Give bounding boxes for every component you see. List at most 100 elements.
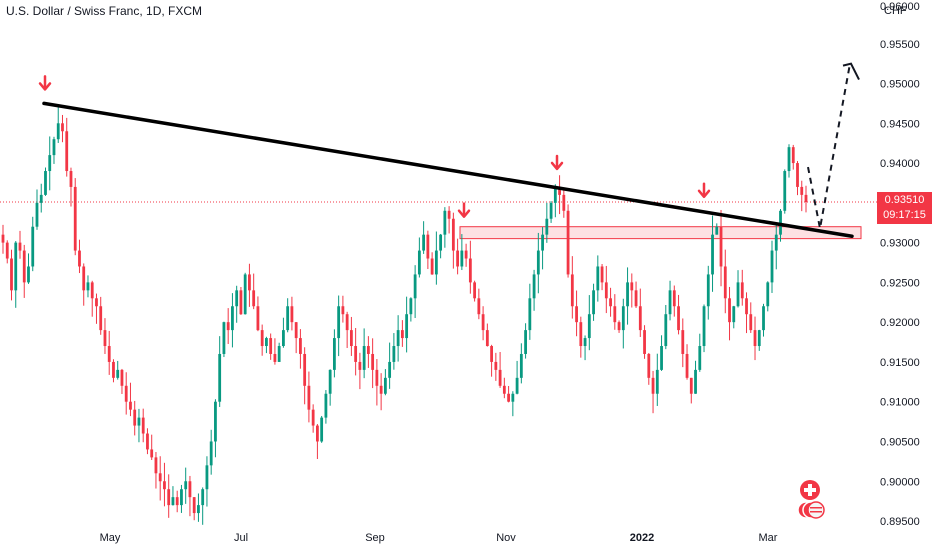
candle xyxy=(290,296,294,331)
last-price-value: 0.93510 xyxy=(884,194,925,206)
candle xyxy=(214,399,217,458)
candle xyxy=(473,280,477,302)
candle-body xyxy=(222,322,226,354)
time-axis[interactable]: May Jul Sep Nov 2022 Mar xyxy=(100,532,778,544)
price-axis[interactable]: 0.95500 0.95000 0.94500 0.94000 0.93000 0.925… xyxy=(880,1,920,528)
candle-body xyxy=(800,186,804,195)
candle-body xyxy=(600,266,604,283)
candle-body xyxy=(61,123,64,132)
candle xyxy=(562,189,566,218)
symbol-title[interactable]: U.S. Dollar / Swiss Franc, 1D, FXCM xyxy=(6,4,203,18)
candle-body xyxy=(39,194,43,203)
candle-body xyxy=(689,377,693,394)
candle xyxy=(328,369,332,406)
candle xyxy=(65,117,69,177)
candle xyxy=(14,241,18,308)
candle xyxy=(400,320,404,347)
swiss-flag-icon[interactable] xyxy=(800,480,820,500)
candle xyxy=(558,175,561,215)
candle-body xyxy=(409,298,413,315)
candle-body xyxy=(388,361,392,378)
candle xyxy=(672,285,676,317)
candle-body xyxy=(783,171,787,211)
candle-body xyxy=(107,346,111,362)
projection-arrowhead xyxy=(842,62,860,80)
candle-body xyxy=(681,330,685,354)
time-tick-label: Sep xyxy=(365,532,385,544)
candle-body xyxy=(468,258,472,283)
candle-body xyxy=(702,306,706,347)
candle xyxy=(345,311,349,348)
candle-body xyxy=(90,282,94,299)
candle-body xyxy=(82,266,86,291)
price-tick-label: 0.94000 xyxy=(880,158,920,170)
candle xyxy=(456,238,460,275)
candle-body xyxy=(753,330,757,347)
candle xyxy=(600,264,604,291)
candle-body xyxy=(651,377,655,394)
candle xyxy=(719,209,723,287)
candle-body xyxy=(490,346,493,362)
candle xyxy=(791,144,795,170)
us-flag-icon[interactable] xyxy=(797,501,825,519)
candle-body xyxy=(451,218,455,251)
candle-body xyxy=(400,330,404,339)
candle-body xyxy=(575,306,578,323)
candle-body xyxy=(672,290,676,307)
candle xyxy=(201,487,205,525)
candle-body xyxy=(260,330,264,347)
candle-body xyxy=(73,186,77,251)
candle-body xyxy=(579,322,583,347)
candle xyxy=(783,169,787,214)
candle xyxy=(800,180,804,212)
candle-body xyxy=(375,369,379,386)
candle xyxy=(617,320,621,333)
projection-path xyxy=(807,62,860,229)
candle xyxy=(324,390,328,424)
candle-body xyxy=(175,497,179,506)
candle xyxy=(770,240,774,293)
candle-body xyxy=(787,147,791,172)
candle xyxy=(447,206,451,234)
candle xyxy=(460,234,464,271)
candle-body xyxy=(44,171,47,195)
candle-body xyxy=(252,290,256,307)
arrow-head xyxy=(697,189,711,199)
candle-body xyxy=(677,306,680,331)
candle-body xyxy=(405,314,409,339)
candle xyxy=(596,255,600,302)
high-markers xyxy=(38,75,711,218)
candle xyxy=(711,215,714,292)
candle xyxy=(256,296,260,332)
candle xyxy=(757,329,761,351)
candle-body xyxy=(762,306,765,331)
candle xyxy=(362,328,366,379)
candle xyxy=(664,305,668,350)
candle-body xyxy=(311,409,315,426)
candle xyxy=(740,269,744,306)
candle-body xyxy=(634,290,638,307)
candle xyxy=(154,452,158,489)
candle-body xyxy=(749,314,753,331)
candle-body xyxy=(536,250,540,275)
time-tick-label: Jul xyxy=(234,532,248,544)
candle-body xyxy=(647,353,651,378)
candle xyxy=(61,114,64,143)
candle-body xyxy=(541,234,544,251)
candles xyxy=(1,104,808,525)
time-tick-label: 2022 xyxy=(630,532,654,544)
candle xyxy=(311,404,315,433)
candle xyxy=(231,293,234,348)
price-tick-label: 0.95500 xyxy=(880,39,920,51)
candle xyxy=(354,327,358,376)
candle xyxy=(634,281,638,308)
candle-body xyxy=(10,258,13,291)
candle xyxy=(332,329,336,378)
candle-body xyxy=(566,210,570,275)
currency-label[interactable]: CHF xyxy=(884,5,907,17)
candle-body xyxy=(485,330,489,347)
candle-body xyxy=(791,147,795,164)
